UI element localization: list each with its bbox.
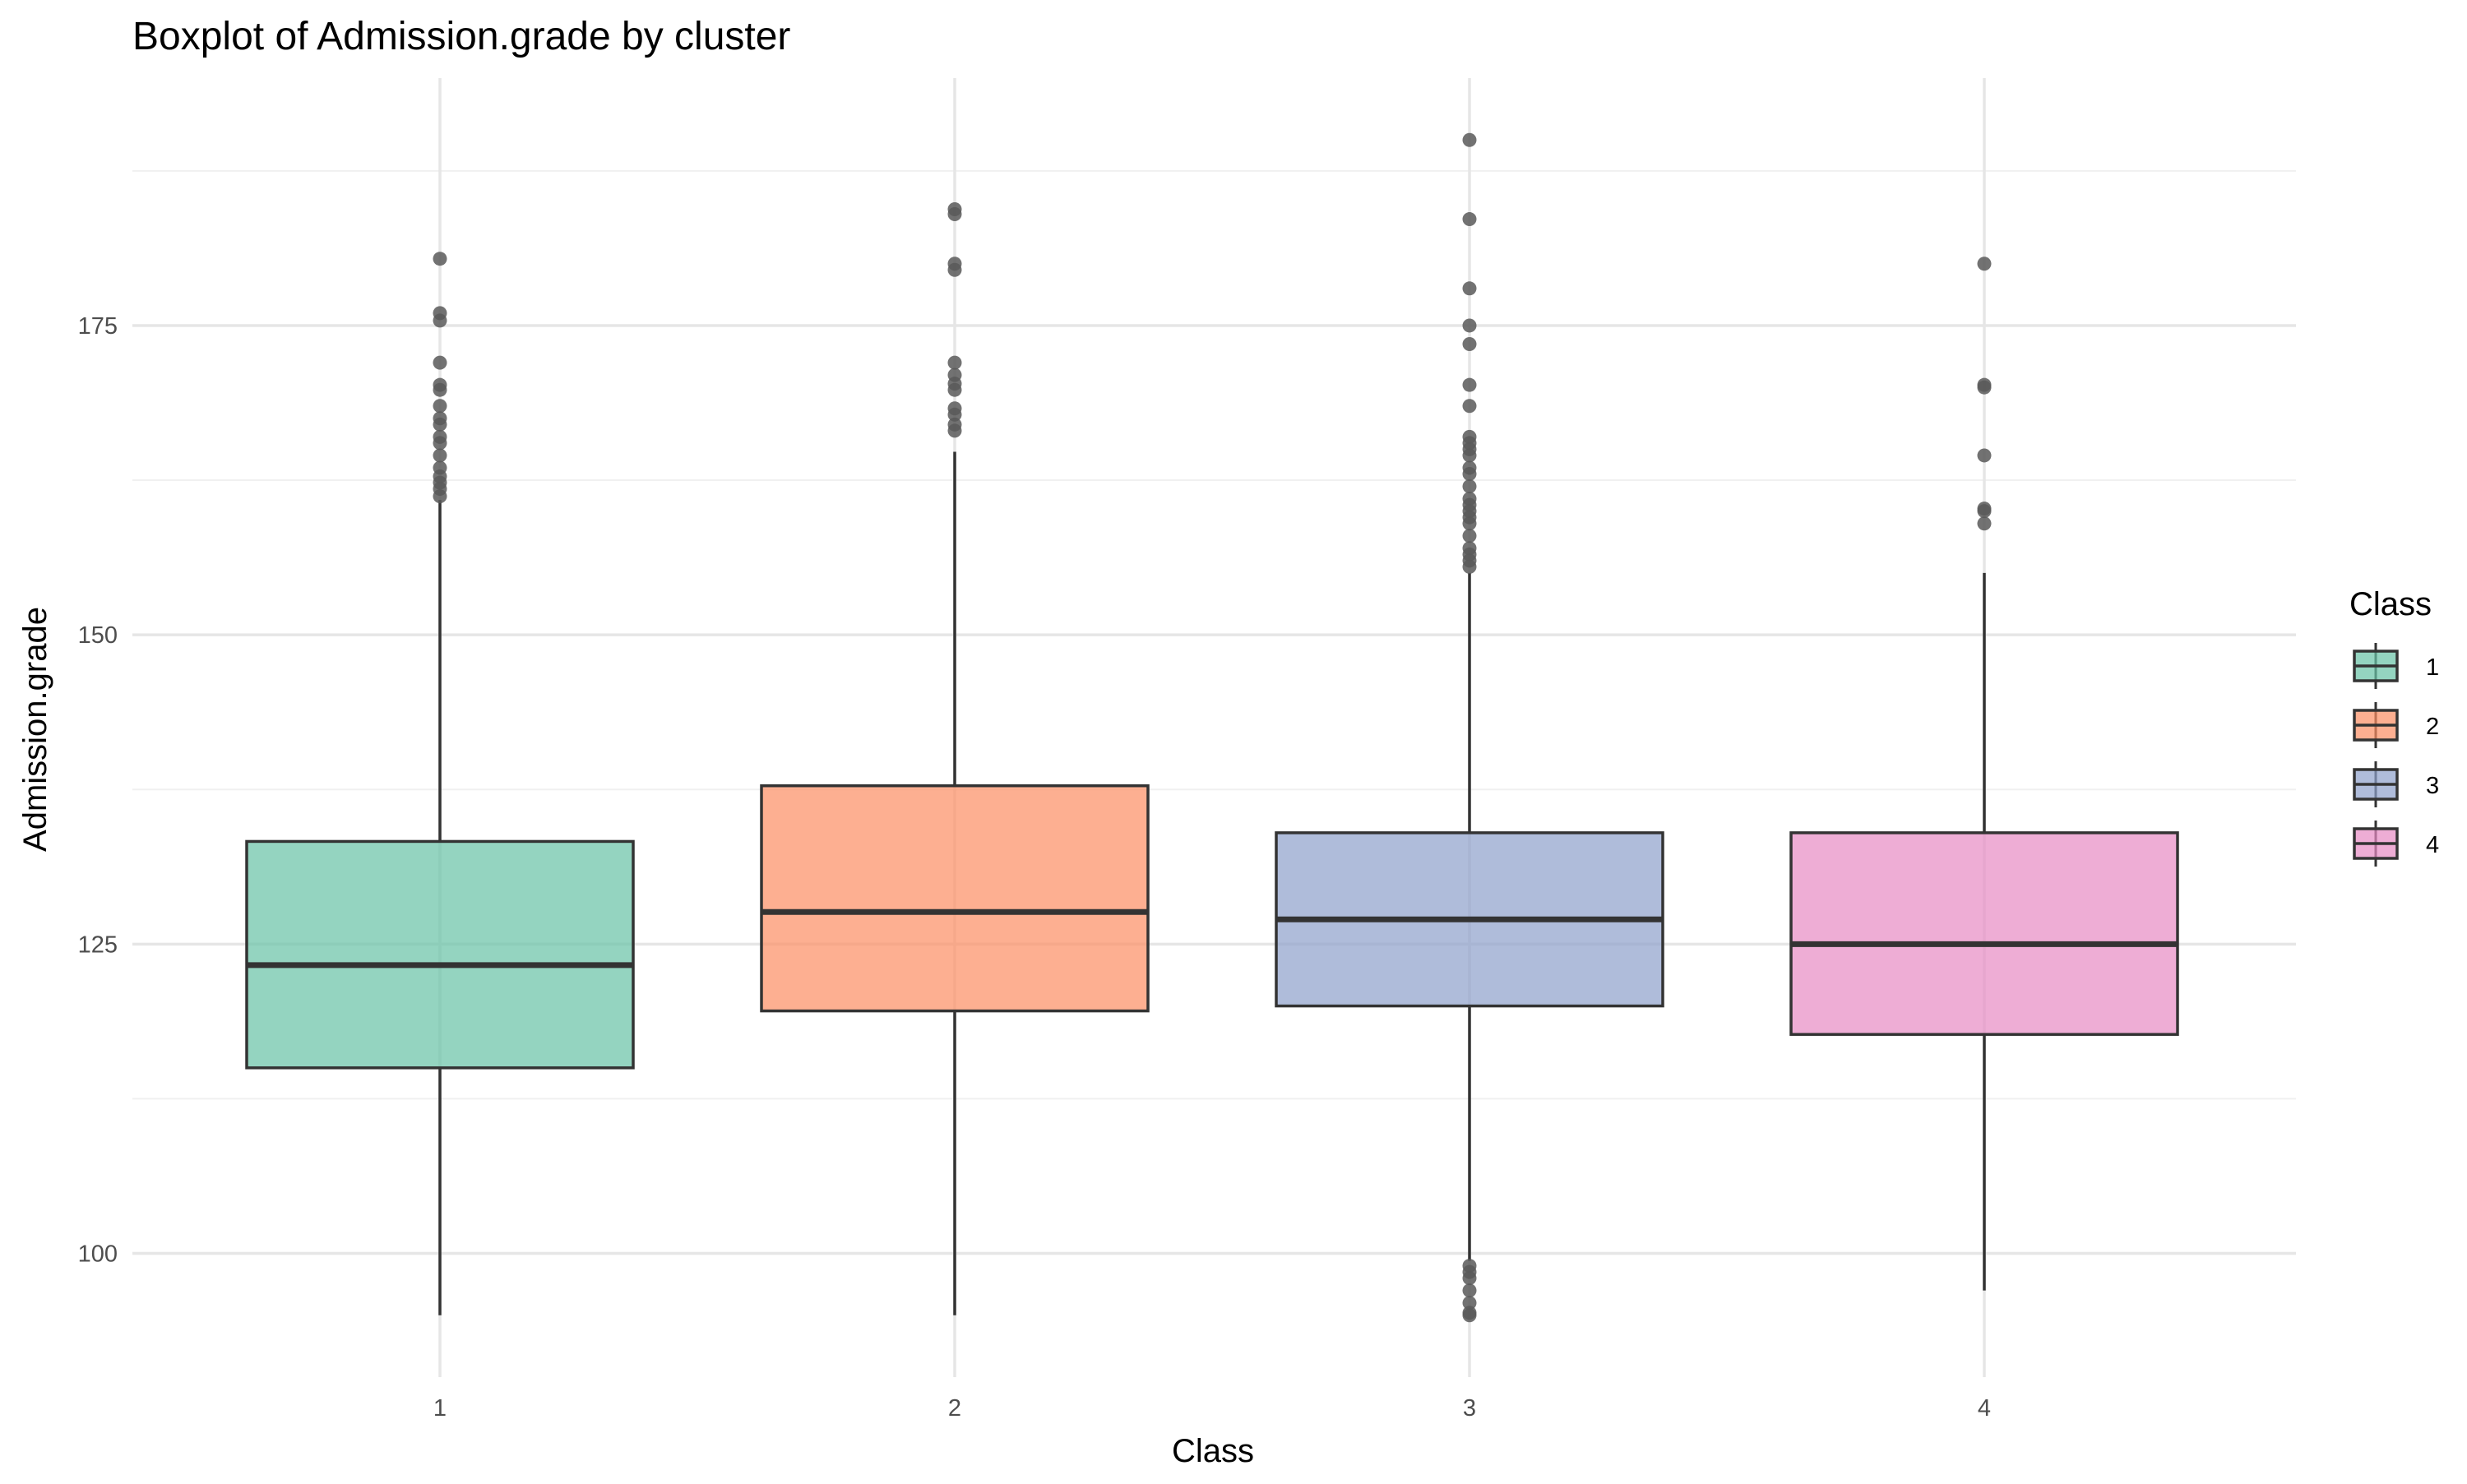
x-tick-label: 1	[433, 1395, 447, 1422]
outlier-point	[1462, 529, 1477, 543]
outlier-point	[1462, 132, 1477, 147]
outlier-point	[1462, 318, 1477, 333]
outlier-point	[433, 252, 447, 266]
outlier-point	[947, 382, 962, 397]
outlier-point	[947, 355, 962, 370]
y-tick-label: 175	[78, 313, 118, 340]
legend-label: 2	[2426, 714, 2439, 740]
outlier-point	[1462, 1308, 1477, 1323]
outlier-point	[1977, 257, 1992, 271]
legend-label: 4	[2426, 832, 2439, 858]
y-axis-title: Admission.grade	[17, 607, 53, 852]
outlier-point	[947, 407, 962, 422]
chart-title: Boxplot of Admission.grade by cluster	[132, 15, 790, 58]
outlier-point	[1462, 281, 1477, 296]
outlier-point	[1977, 516, 1992, 531]
outlier-point	[1462, 1283, 1477, 1298]
outlier-point	[433, 448, 447, 463]
outlier-point	[1462, 467, 1477, 482]
outlier-point	[433, 382, 447, 397]
legend-label: 3	[2426, 773, 2439, 799]
outlier-point	[433, 436, 447, 451]
outlier-point	[1977, 448, 1992, 463]
outlier-point	[1462, 559, 1477, 574]
outlier-point	[1462, 479, 1477, 494]
outlier-point	[433, 399, 447, 414]
x-tick-label: 3	[1463, 1395, 1476, 1422]
outliers-layer	[433, 132, 1992, 1323]
legend-label: 1	[2426, 654, 2439, 681]
box-class-1	[245, 839, 635, 1070]
outlier-point	[1462, 337, 1477, 352]
box-class-2	[760, 784, 1150, 1013]
outlier-point	[947, 423, 962, 438]
legend-title: Class	[2349, 586, 2432, 622]
y-tick-label: 150	[78, 622, 118, 649]
outlier-point	[1462, 1296, 1477, 1311]
outlier-point	[1462, 516, 1477, 531]
outlier-point	[1462, 377, 1477, 392]
box-class-4	[1789, 831, 2179, 1036]
outlier-point	[947, 207, 962, 222]
outlier-point	[947, 262, 962, 277]
outlier-point	[433, 417, 447, 432]
y-tick-label: 100	[78, 1241, 118, 1268]
grid-layer	[132, 78, 2296, 1377]
outlier-point	[1977, 380, 1992, 395]
outlier-point	[1462, 448, 1477, 463]
outlier-point	[1462, 399, 1477, 414]
outlier-point	[433, 355, 447, 370]
outlier-point	[433, 489, 447, 504]
outlier-point	[1977, 504, 1992, 519]
x-tick-label: 2	[948, 1395, 961, 1422]
outlier-point	[1462, 212, 1477, 227]
outlier-point	[1462, 1271, 1477, 1286]
axes-layer: 100 125 150 175 1 2 3 4	[78, 313, 1991, 1422]
x-axis-title: Class	[1172, 1433, 1254, 1469]
x-tick-label: 4	[1978, 1395, 1991, 1422]
legend: Class 1 2 3 4	[2349, 586, 2439, 867]
outlier-point	[433, 313, 447, 328]
boxes-layer	[245, 451, 2179, 1315]
y-tick-label: 125	[78, 932, 118, 958]
